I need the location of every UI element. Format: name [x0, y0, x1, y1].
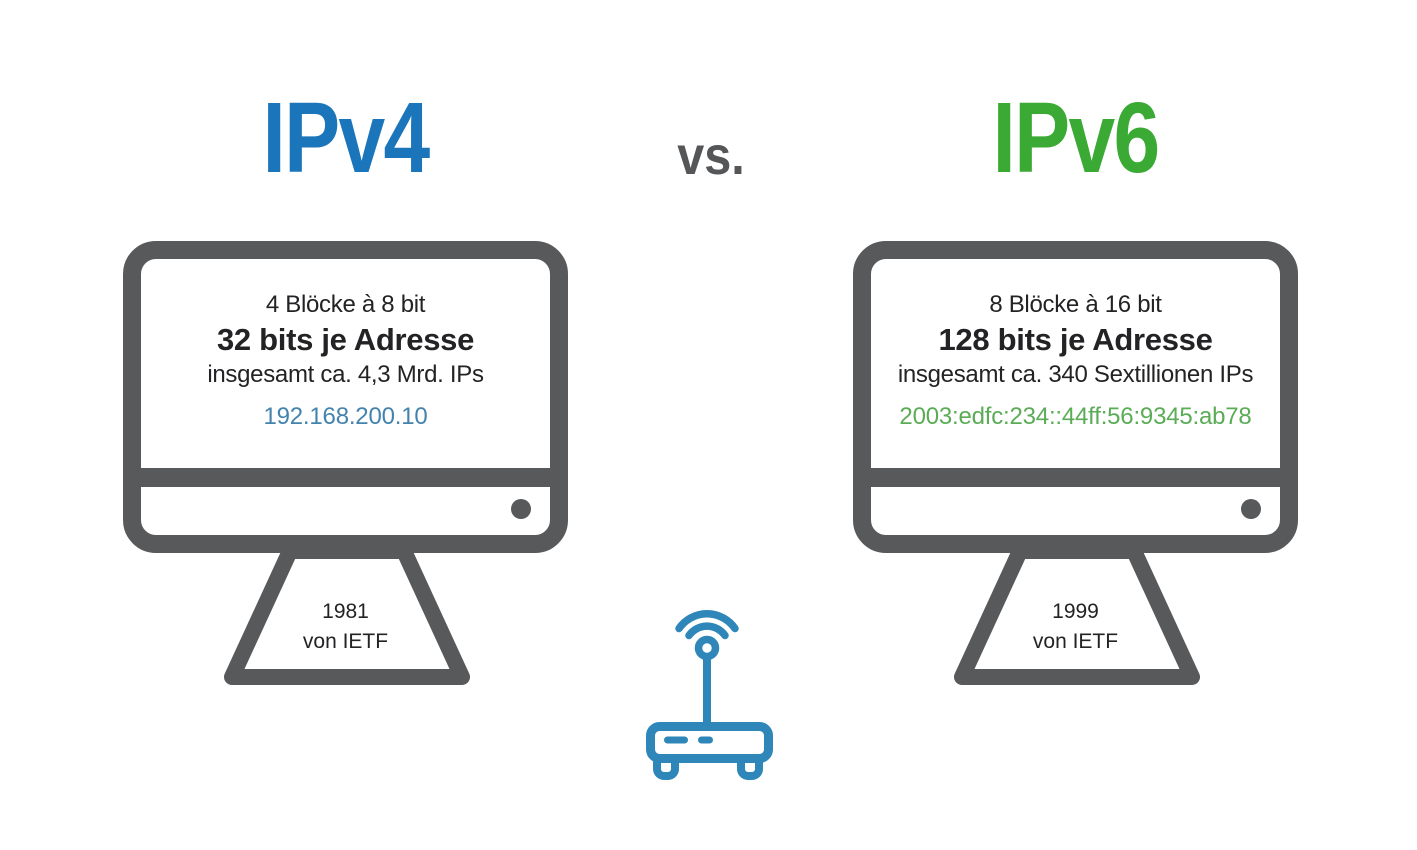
ipv6-blocks-text: 8 Blöcke à 16 bit [989, 291, 1162, 318]
ipv6-title: IPv6 [992, 82, 1160, 194]
wifi-router-icon [646, 610, 773, 780]
ipv6-bits-text: 128 bits je Adresse [938, 322, 1213, 357]
ipv4-example-address: 192.168.200.10 [263, 403, 428, 430]
versus-label: vs. [677, 126, 745, 186]
ipv6-year-text: 1999 [1052, 600, 1099, 623]
ipv6-total-text: insgesamt ca. 340 Sextillionen IPs [897, 361, 1254, 388]
ipv4-year-text: 1981 [322, 600, 369, 623]
monitor-icon [853, 241, 1298, 685]
ipv4-blocks-text: 4 Blöcke à 8 bit [265, 291, 426, 318]
ipv4-origin-text: von IETF [302, 630, 389, 653]
ipv4-title: IPv4 [262, 82, 430, 194]
power-dot-icon [511, 499, 531, 519]
ipv4-monitor-panel: 4 Blöcke à 8 bit 32 bits je Adresse insg… [123, 241, 568, 701]
ipv6-example-address: 2003:edfc:234::44ff:56:9345:ab78 [899, 403, 1252, 430]
monitor-icon [123, 241, 568, 685]
ipv6-origin-text: von IETF [1032, 630, 1119, 653]
ipv4-bits-text: 32 bits je Adresse [216, 322, 475, 357]
ipv6-monitor-panel: 8 Blöcke à 16 bit 128 bits je Adresse in… [853, 241, 1298, 701]
ipv4-total-text: insgesamt ca. 4,3 Mrd. IPs [207, 361, 484, 388]
power-dot-icon [1241, 499, 1261, 519]
